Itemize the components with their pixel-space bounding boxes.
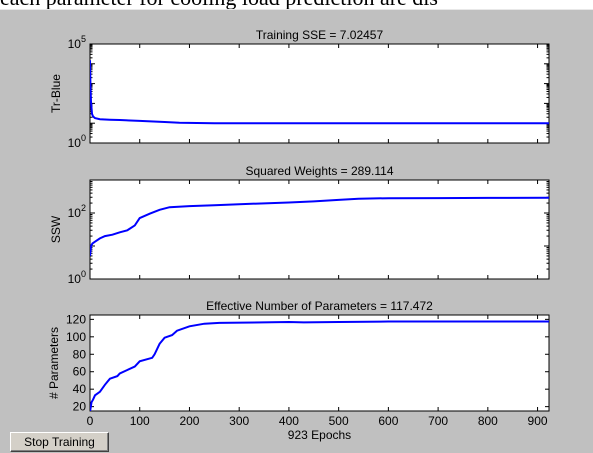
y-tick-label: 105 xyxy=(68,34,86,51)
axes-2-frame xyxy=(89,179,550,280)
y-tick-label: 20 xyxy=(73,400,87,414)
x-tick-label: 600 xyxy=(378,414,398,428)
axes-1-title: Training SSE = 7.02457 xyxy=(256,28,384,42)
x-tick-label: 100 xyxy=(130,414,150,428)
y-tick-label: 100 xyxy=(68,133,86,150)
axes-3-series-line xyxy=(90,320,549,411)
x-tick-label: 400 xyxy=(279,414,299,428)
x-tick-label: 800 xyxy=(478,414,498,428)
x-tick-label: 0 xyxy=(87,414,94,428)
axes-2-title: Squared Weights = 289.114 xyxy=(246,164,394,178)
axes-2-ylabel: SSW xyxy=(49,215,63,243)
axes-1-ylabel: Tr-Blue xyxy=(49,74,63,113)
y-tick-label: 60 xyxy=(73,365,87,379)
y-tick-label: 100 xyxy=(66,330,86,344)
y-tick-label: 120 xyxy=(66,312,86,326)
axes-3-frame xyxy=(89,314,550,412)
axes-1-frame xyxy=(89,43,550,144)
x-tick-label: 300 xyxy=(229,414,249,428)
x-tick-label: 200 xyxy=(179,414,199,428)
document-caption-text: each parameter for cooling load predicti… xyxy=(0,0,593,9)
x-tick-label: 700 xyxy=(428,414,448,428)
axes-3-xlabel: 923 Epochs xyxy=(288,428,351,442)
y-tick-label: 40 xyxy=(73,382,87,396)
y-tick-label: 80 xyxy=(73,347,87,361)
axes-1-series-line xyxy=(90,60,549,125)
stop-training-button[interactable]: Stop Training xyxy=(10,432,109,452)
axes-2-series-line xyxy=(90,196,549,257)
y-tick-label: 102 xyxy=(68,203,86,220)
y-tick-label: 100 xyxy=(68,269,86,286)
x-tick-label: 500 xyxy=(329,414,349,428)
x-tick-label: 900 xyxy=(528,414,548,428)
axes-3-ylabel: # Parameters xyxy=(47,327,61,399)
axes-3-title: Effective Number of Parameters = 117.472 xyxy=(206,299,433,313)
